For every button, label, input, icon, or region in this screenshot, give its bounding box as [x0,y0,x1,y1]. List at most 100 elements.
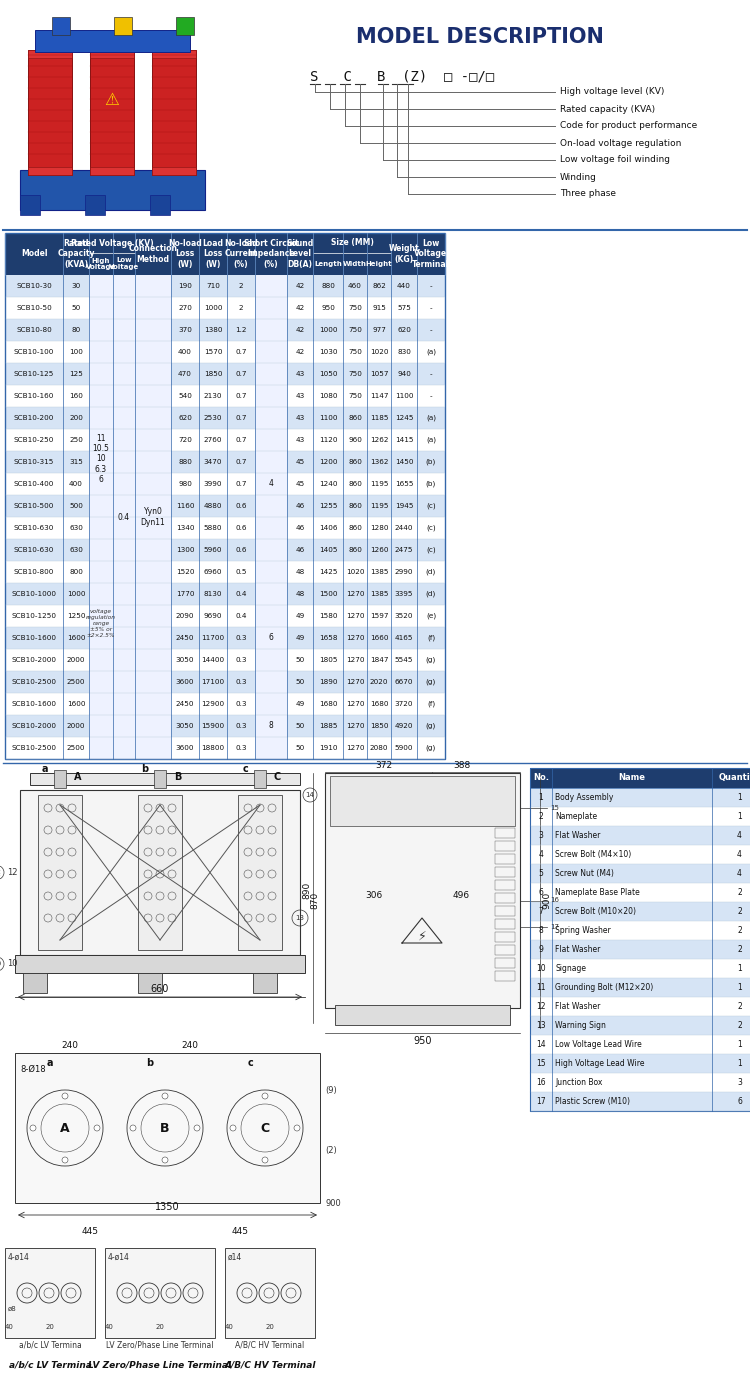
Bar [530,1035,750,1054]
Text: 1425: 1425 [319,569,338,575]
Bar [5,604,445,627]
Text: 0.3: 0.3 [236,723,247,729]
Text: 1450: 1450 [394,460,413,465]
Text: 2090: 2090 [176,613,194,620]
Text: LV Zero/Phase Line Terminal: LV Zero/Phase Line Terminal [88,1361,232,1370]
Text: 45: 45 [296,482,304,487]
Bar [530,920,750,940]
Bar [335,1005,510,1025]
Text: Screw Bolt (M4×10): Screw Bolt (M4×10) [555,850,632,858]
Text: c: c [248,1058,253,1068]
Text: 2450: 2450 [176,635,194,640]
Bar [5,473,445,495]
Text: SCB10-125: SCB10-125 [13,371,54,377]
Text: 1850: 1850 [204,371,222,377]
Bar [225,1248,315,1339]
Text: 42: 42 [296,283,304,288]
Text: (f): (f) [427,701,435,707]
Bar [530,769,750,1111]
Text: 460: 460 [348,283,362,288]
Text: 1280: 1280 [370,524,388,531]
Bar [20,789,300,955]
Text: 0.7: 0.7 [236,349,247,355]
Circle shape [94,1125,100,1132]
Text: 1030: 1030 [319,349,338,355]
Text: 950: 950 [413,1036,432,1046]
Text: 0.5: 0.5 [236,569,247,575]
Circle shape [162,1156,168,1163]
Text: 870: 870 [310,891,319,908]
Text: 1: 1 [737,811,742,821]
Text: 900: 900 [325,1198,340,1208]
Text: 2020: 2020 [370,679,388,684]
Bar [135,275,171,759]
Bar [5,407,445,429]
Text: 0.4: 0.4 [236,591,247,598]
Text: 1300: 1300 [176,546,194,553]
Text: 890: 890 [302,882,311,898]
Text: 1770: 1770 [176,591,194,598]
Text: 1100: 1100 [394,393,413,399]
Bar [5,319,445,341]
Text: 1380: 1380 [204,327,222,333]
Text: 5900: 5900 [394,745,413,751]
Bar [530,807,750,827]
Text: 3600: 3600 [176,745,194,751]
Text: -: - [430,283,432,288]
Text: 4165: 4165 [394,635,413,640]
Text: A/B/C HV Terminal: A/B/C HV Terminal [224,1361,316,1370]
Text: 1020: 1020 [346,569,364,575]
Text: 20: 20 [46,1323,55,1330]
Bar [530,788,750,807]
Text: 1890: 1890 [319,679,338,684]
Text: 1057: 1057 [370,371,388,377]
Text: 100: 100 [69,349,83,355]
Bar [152,50,196,58]
Text: 200: 200 [69,415,83,421]
Bar [530,1016,750,1035]
Text: 470: 470 [178,371,192,377]
Text: 388: 388 [453,760,470,770]
Circle shape [294,1125,300,1132]
Text: Junction Box: Junction Box [555,1078,602,1087]
Text: 2080: 2080 [370,745,388,751]
Text: 11
10.5
10
6.3
6: 11 10.5 10 6.3 6 [92,433,110,484]
Text: 10: 10 [7,959,17,969]
Text: Flat Washer: Flat Washer [555,945,600,954]
Bar [105,1248,215,1339]
Text: SCB10-2500: SCB10-2500 [11,745,56,751]
Text: 2990: 2990 [394,569,413,575]
Text: 1385: 1385 [370,591,388,598]
Text: 860: 860 [348,460,362,465]
Text: 3600: 3600 [176,679,194,684]
Text: 940: 940 [397,371,411,377]
Text: 710: 710 [206,283,220,288]
Text: 860: 860 [348,482,362,487]
Text: 1570: 1570 [204,349,222,355]
Bar [330,776,515,827]
Text: 4880: 4880 [204,502,222,509]
Bar [38,795,82,949]
Bar [20,195,40,215]
Text: 1245: 1245 [394,415,413,421]
Bar [152,50,196,175]
Text: Screw Nut (M4): Screw Nut (M4) [555,869,614,878]
Text: 5545: 5545 [394,657,413,662]
Bar [255,275,287,693]
Text: SCB10-100: SCB10-100 [13,349,54,355]
Text: 12: 12 [7,868,17,878]
Text: 10: 10 [536,965,546,973]
Text: 750: 750 [348,305,362,310]
Bar [5,363,445,385]
Text: Flat Washer: Flat Washer [555,1002,600,1012]
Text: 43: 43 [296,415,304,421]
Text: 49: 49 [296,701,304,707]
Text: Height: Height [366,261,392,266]
Text: 17: 17 [550,925,560,930]
Text: 750: 750 [348,393,362,399]
Text: (b): (b) [426,480,436,487]
Text: 1160: 1160 [176,502,194,509]
Text: 0.3: 0.3 [236,679,247,684]
Circle shape [30,1125,36,1132]
Bar [35,30,190,52]
